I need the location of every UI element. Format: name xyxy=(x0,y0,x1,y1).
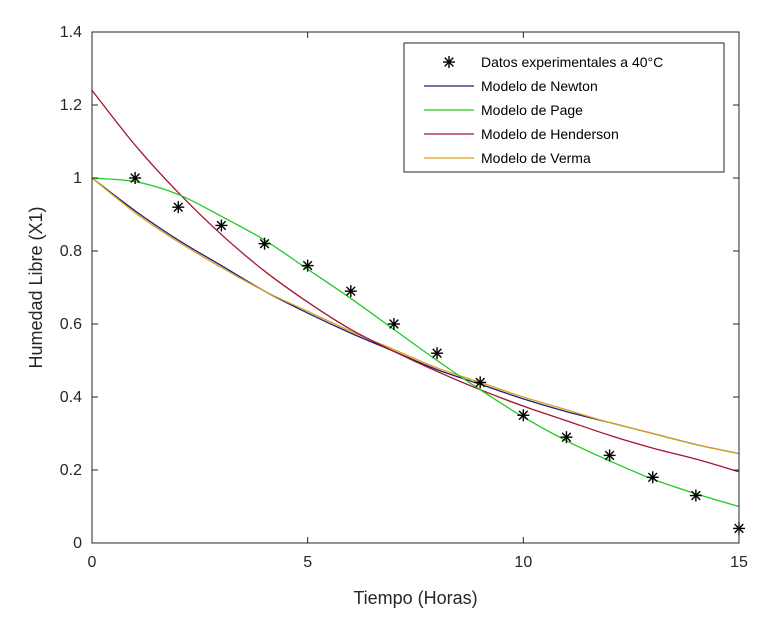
data-point-marker xyxy=(301,259,314,272)
legend-entry-label: Modelo de Verma xyxy=(481,150,591,166)
data-point-marker-stroke-3 xyxy=(216,220,227,231)
legend-entry-label: Modelo de Henderson xyxy=(481,126,619,142)
data-point-marker xyxy=(258,237,271,250)
data-point-marker xyxy=(517,409,530,422)
x-axis-title: Tiempo (Horas) xyxy=(353,588,477,608)
data-point-marker xyxy=(129,172,142,184)
data-point-marker-stroke-3 xyxy=(432,348,442,359)
legend-entry-label: Modelo de Page xyxy=(481,102,583,118)
ticks-layer: 0 5 10 15 0 0.2 0.4 0.6 0.8 1 1.2 1.4 xyxy=(60,24,748,571)
data-point-marker-stroke-3 xyxy=(130,173,140,183)
x-tick-label: 15 xyxy=(730,554,748,571)
data-point-marker-stroke-3 xyxy=(518,410,529,421)
series-line-modelo-de-page xyxy=(91,177,740,508)
data-point-marker-stroke-3 xyxy=(259,238,270,249)
legend-marker-asterisk xyxy=(443,56,455,68)
axes-box xyxy=(91,31,740,544)
data-point-marker xyxy=(215,219,228,232)
data-point-marker-stroke-3 xyxy=(389,319,399,329)
legend-marker-asterisk-stroke-3 xyxy=(444,57,454,67)
y-tick-label: 0.2 xyxy=(60,462,82,479)
y-tick-label: 1.2 xyxy=(60,97,82,114)
data-point-marker xyxy=(646,471,659,484)
legend: Datos experimentales a 40°C Modelo de New… xyxy=(403,42,725,173)
data-point-marker xyxy=(431,347,444,360)
data-point-marker-stroke-3 xyxy=(604,450,615,461)
y-tick-label: 0.6 xyxy=(60,316,82,333)
data-point-marker xyxy=(560,431,573,444)
data-point-marker-stroke-3 xyxy=(475,377,486,388)
data-point-marker-stroke-3 xyxy=(691,490,701,501)
data-point-marker xyxy=(172,201,185,214)
data-point-marker-stroke-3 xyxy=(647,472,658,483)
x-tick-label: 10 xyxy=(514,554,532,571)
x-tick-label: 0 xyxy=(88,554,97,571)
y-tick-label: 0.4 xyxy=(60,389,82,406)
data-point-marker-stroke-3 xyxy=(302,260,313,271)
legend-box xyxy=(403,42,725,173)
series-line-modelo-de-verma xyxy=(91,177,740,455)
data-point-marker-stroke-3 xyxy=(345,286,356,296)
data-point-marker xyxy=(474,376,487,389)
x-tick-label: 5 xyxy=(303,554,312,571)
data-point-marker xyxy=(603,449,616,462)
series-layer xyxy=(91,89,745,535)
series-line-modelo-de-henderson xyxy=(91,89,740,473)
data-point-marker-stroke-3 xyxy=(561,432,572,442)
y-tick-label: 1 xyxy=(73,170,82,187)
data-point-marker-stroke-3 xyxy=(173,202,184,213)
legend-entry-label: Modelo de Newton xyxy=(481,78,598,94)
data-point-marker xyxy=(689,489,702,502)
data-point-marker xyxy=(387,318,400,330)
y-tick-label: 0.8 xyxy=(60,243,82,260)
y-tick-label: 1.4 xyxy=(60,24,82,41)
y-tick-label: 0 xyxy=(73,535,82,552)
legend-entry-label: Datos experimentales a 40°C xyxy=(481,54,663,70)
data-point-marker xyxy=(344,285,357,298)
y-axis-title: Humedad Libre (X1) xyxy=(26,206,46,368)
